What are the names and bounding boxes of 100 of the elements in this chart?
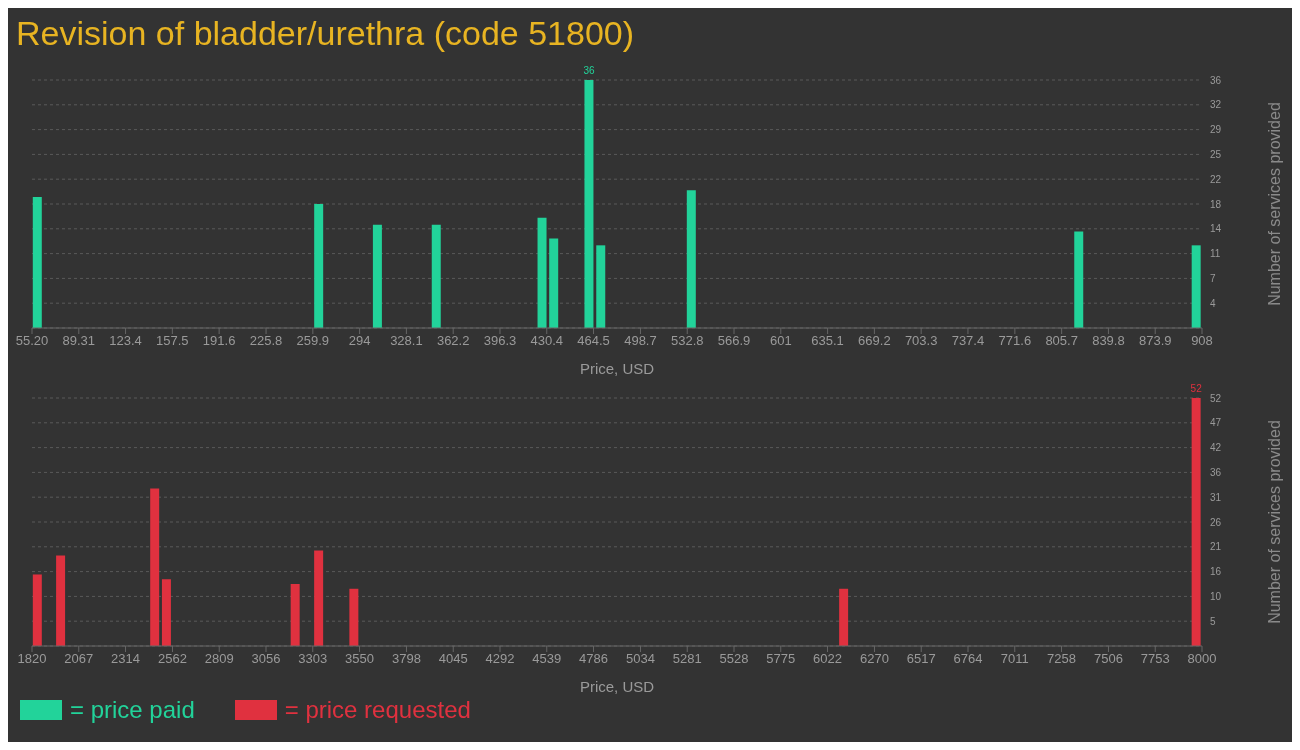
x-tick-label: 839.8 (1092, 333, 1125, 349)
y-axis-title: Number of services provided (1265, 420, 1283, 624)
x-tick-label: 601 (769, 333, 792, 349)
bar (839, 588, 849, 646)
x-tick-label: 3550 (345, 651, 374, 667)
y-tick-label: 11 (1210, 248, 1221, 260)
y-tick-label: 14 (1210, 223, 1222, 235)
y-tick-label: 32 (1210, 99, 1222, 111)
y-tick-label: 21 (1210, 541, 1222, 553)
bar (1191, 398, 1201, 646)
x-tick-label: 55.20 (15, 333, 49, 349)
x-tick-label: 7258 (1047, 651, 1076, 667)
x-tick-label: 6764 (953, 651, 983, 667)
x-tick-label: 2809 (204, 651, 234, 667)
y-tick-label: 26 (1210, 516, 1222, 528)
bar (32, 197, 42, 328)
x-tick-label: 703.3 (904, 333, 938, 349)
x-tick-label: 5034 (626, 651, 655, 667)
x-tick-label: 737.4 (951, 333, 985, 349)
bar (596, 245, 606, 328)
legend-label: = price paid (70, 696, 195, 724)
x-tick-label: 328.1 (390, 333, 423, 349)
y-tick-label: 7 (1210, 272, 1216, 284)
x-tick-label: 8000 (1187, 651, 1217, 667)
x-tick-label: 566.9 (717, 333, 751, 349)
x-tick-label: 498.7 (624, 333, 657, 349)
x-tick-label: 805.7 (1045, 333, 1078, 349)
y-tick-label: 29 (1210, 124, 1222, 136)
x-tick-label: 5528 (719, 651, 749, 667)
bar (56, 555, 66, 646)
y-tick-label: 52 (1210, 392, 1222, 404)
bar (372, 224, 382, 328)
x-tick-label: 362.2 (436, 333, 470, 349)
x-tick-label: 464.5 (577, 333, 610, 349)
x-tick-label: 7011 (1000, 651, 1029, 667)
y-tick-label: 36 (1210, 74, 1222, 86)
bar (150, 488, 160, 646)
bar (537, 217, 547, 328)
x-tick-label: 6022 (813, 651, 842, 667)
x-tick-label: 873.9 (1138, 333, 1172, 349)
x-tick-label: 532.8 (670, 333, 704, 349)
y-tick-label: 42 (1210, 442, 1222, 454)
x-tick-label: 4292 (485, 651, 515, 667)
y-tick-label: 18 (1210, 198, 1222, 210)
x-tick-label: 771.6 (998, 333, 1032, 349)
y-tick-label: 22 (1210, 173, 1222, 185)
bar (549, 238, 559, 328)
x-tick-label: 7506 (1094, 651, 1123, 667)
x-axis-title: Price, USD (579, 360, 655, 377)
x-tick-label: 2562 (158, 651, 187, 667)
data-label: 36 (583, 65, 595, 76)
x-tick-label: 1820 (17, 651, 47, 667)
x-tick-label: 669.2 (858, 333, 891, 349)
x-tick-label: 396.3 (483, 333, 517, 349)
x-tick-label: 5775 (766, 651, 796, 667)
y-tick-label: 5 (1210, 615, 1216, 627)
x-tick-label: 89.31 (62, 333, 96, 349)
x-tick-label: 259.9 (296, 333, 330, 349)
bar (1191, 245, 1201, 328)
x-axis-title: Price, USD (579, 678, 655, 695)
x-tick-label: 191.6 (202, 333, 236, 349)
x-tick-label: 3303 (298, 651, 328, 667)
x-tick-label: 3056 (251, 651, 281, 667)
bar (431, 224, 441, 328)
x-tick-label: 430.4 (530, 333, 564, 349)
x-tick-label: 635.1 (811, 333, 844, 349)
x-tick-label: 157.5 (156, 333, 189, 349)
y-axis-title: Number of services provided (1265, 102, 1283, 306)
bar (314, 550, 324, 646)
x-tick-label: 7753 (1140, 651, 1170, 667)
y-tick-label: 31 (1210, 491, 1222, 503)
x-tick-label: 3798 (392, 651, 421, 667)
y-tick-label: 16 (1210, 566, 1222, 578)
x-tick-label: 5281 (672, 651, 702, 667)
bar (161, 579, 171, 646)
y-tick-label: 10 (1210, 590, 1222, 602)
bar (686, 190, 696, 328)
bar (584, 80, 594, 328)
x-tick-label: 6270 (860, 651, 889, 667)
bar (32, 574, 42, 646)
x-tick-label: 225.8 (249, 333, 283, 349)
chart-title: Revision of bladder/urethra (code 51800) (15, 13, 636, 54)
x-tick-label: 908 (1191, 333, 1213, 349)
x-tick-label: 4539 (532, 651, 562, 667)
x-tick-label: 294 (348, 333, 371, 349)
data-label: 52 (1190, 383, 1203, 394)
y-tick-label: 4 (1210, 297, 1216, 309)
legend-label: = price requested (284, 696, 471, 724)
x-tick-label: 2314 (111, 651, 140, 667)
bar (314, 204, 324, 328)
y-tick-label: 47 (1210, 417, 1222, 429)
y-tick-label: 25 (1210, 148, 1222, 160)
y-tick-label: 36 (1210, 466, 1222, 478)
bar (349, 588, 359, 646)
x-tick-label: 4786 (579, 651, 608, 667)
x-tick-label: 4045 (438, 651, 468, 667)
x-tick-label: 6517 (906, 651, 936, 667)
x-tick-label: 2067 (64, 651, 94, 667)
bar (290, 584, 300, 646)
x-tick-label: 123.4 (109, 333, 142, 349)
